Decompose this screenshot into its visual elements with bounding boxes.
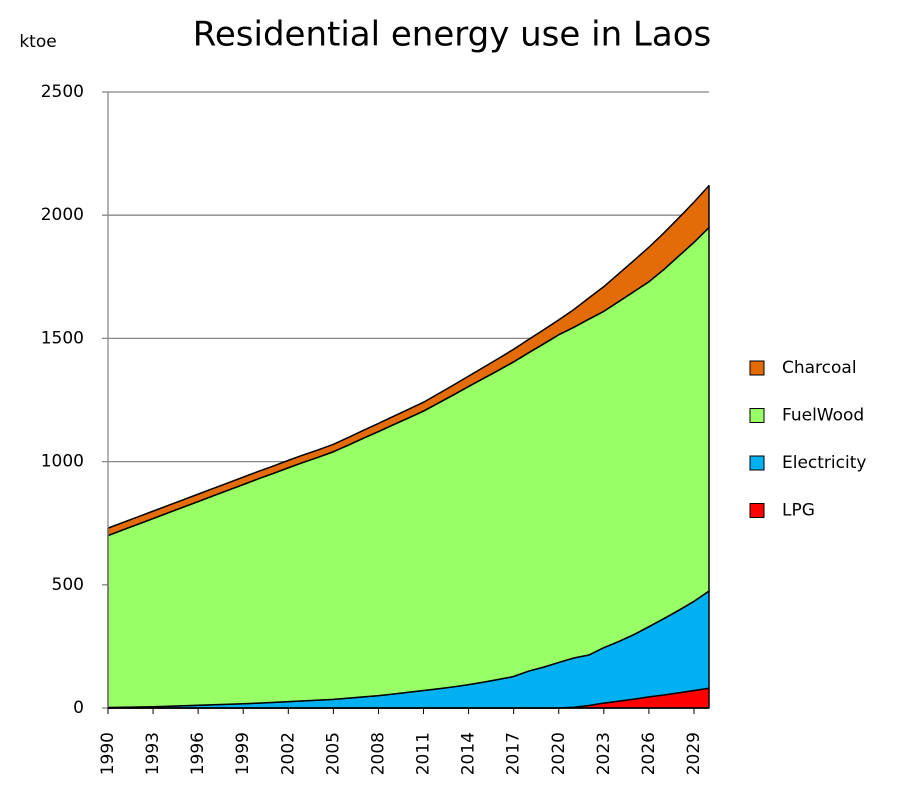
chart-title: Residential energy use in Laos <box>193 15 711 55</box>
x-tick-label: 2005 <box>323 732 343 775</box>
x-tick-label: 2002 <box>278 732 298 775</box>
y-tick-label: 1500 <box>41 328 84 348</box>
y-tick-label: 2500 <box>41 82 84 102</box>
x-tick-label: 2011 <box>414 732 434 775</box>
legend-swatch <box>749 503 765 518</box>
x-tick-label: 2023 <box>594 732 614 775</box>
x-tick-label: 2026 <box>639 732 659 775</box>
legend-label: Charcoal <box>782 358 857 378</box>
x-tick-label: 2029 <box>684 732 704 775</box>
area <box>107 184 710 537</box>
legend-label: LPG <box>782 501 815 521</box>
x-tick-label: 1999 <box>233 732 253 775</box>
x-tick-label: 2008 <box>368 732 388 775</box>
legend-label: FuelWood <box>782 406 864 426</box>
x-tick-label: 1993 <box>143 732 163 775</box>
y-axis-label: ktoe <box>19 32 56 52</box>
legend-swatch <box>749 455 765 471</box>
x-tick-label: 2014 <box>459 732 479 775</box>
y-tick-label: 0 <box>73 698 84 718</box>
legend-swatch <box>749 408 765 423</box>
y-tick-label: 500 <box>52 575 84 595</box>
legend-swatch <box>749 360 765 376</box>
x-tick-label: 1996 <box>188 732 208 775</box>
x-tick-label: 2020 <box>549 732 569 775</box>
y-tick-label: 1000 <box>41 452 84 472</box>
legend-label: Electricity <box>782 453 866 473</box>
x-tick-label: 1990 <box>98 732 118 775</box>
y-tick-label: 2000 <box>41 205 84 225</box>
x-tick-label: 2017 <box>504 732 524 775</box>
